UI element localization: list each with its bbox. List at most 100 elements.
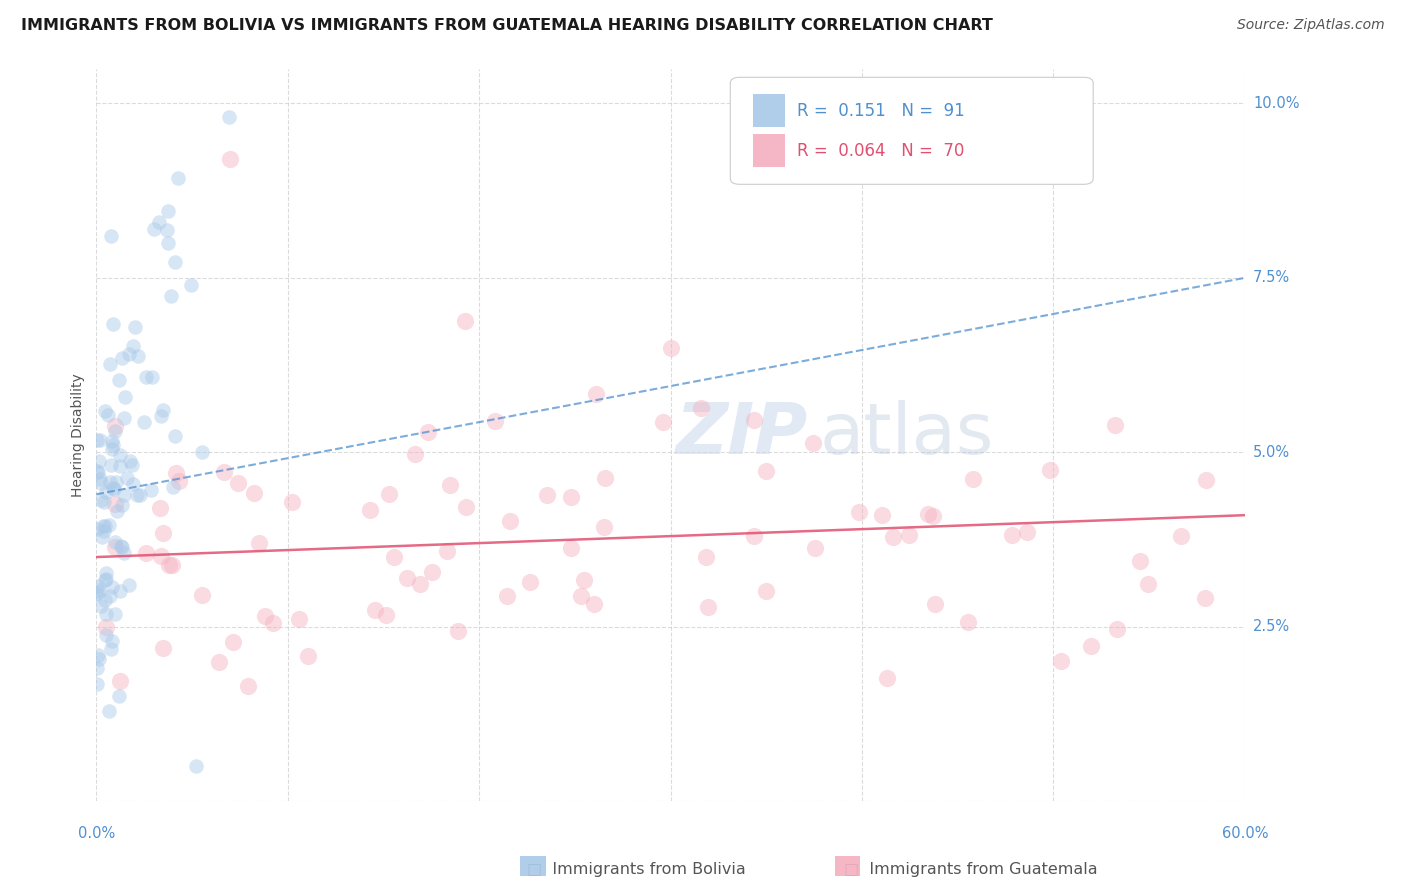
- Point: [101, 633, 124, 648]
- Text: R =  0.064   N =  70: R = 0.064 N = 70: [797, 142, 965, 160]
- Point: [416, 425, 439, 440]
- Point: [420, 565, 443, 579]
- Point: [152, 403, 174, 417]
- Point: [110, 540, 132, 554]
- Text: Source: ZipAtlas.com: Source: ZipAtlas.com: [1237, 18, 1385, 32]
- Point: [103, 481, 125, 495]
- FancyBboxPatch shape: [754, 95, 786, 128]
- Point: [1080, 639, 1102, 653]
- Point: [96, 572, 118, 586]
- Point: [100, 434, 122, 449]
- Point: [755, 583, 778, 598]
- Point: [91, 518, 114, 533]
- Text: □  Immigrants from Guatemala: □ Immigrants from Guatemala: [844, 863, 1097, 877]
- Point: [882, 530, 904, 544]
- Point: [1104, 418, 1126, 433]
- Point: [439, 478, 461, 492]
- Point: [104, 535, 127, 549]
- Point: [652, 415, 675, 429]
- Point: [359, 502, 381, 516]
- Point: [499, 514, 522, 528]
- Point: [108, 459, 131, 474]
- Point: [104, 497, 127, 511]
- Point: [454, 500, 477, 514]
- Point: [105, 475, 128, 489]
- Point: [121, 477, 143, 491]
- Point: [94, 519, 117, 533]
- Text: R =  0.151   N =  91: R = 0.151 N = 91: [797, 102, 965, 120]
- Point: [124, 319, 146, 334]
- Point: [157, 235, 180, 250]
- Point: [219, 153, 242, 167]
- Point: [91, 530, 114, 544]
- Point: [149, 549, 172, 563]
- Point: [93, 574, 115, 588]
- Point: [118, 454, 141, 468]
- Point: [101, 580, 124, 594]
- Point: [1107, 623, 1129, 637]
- Point: [128, 488, 150, 502]
- Point: [90, 599, 112, 613]
- Point: [108, 674, 131, 689]
- Point: [1195, 473, 1218, 487]
- Point: [1049, 654, 1071, 668]
- Text: ZIP: ZIP: [676, 401, 808, 469]
- Point: [921, 509, 943, 524]
- Point: [90, 475, 112, 490]
- Point: [1129, 554, 1152, 568]
- Point: [98, 475, 121, 490]
- Point: [142, 222, 165, 236]
- Point: [363, 603, 385, 617]
- Point: [104, 425, 127, 439]
- Point: [446, 624, 468, 639]
- Point: [108, 690, 131, 704]
- Point: [454, 314, 477, 328]
- Point: [536, 488, 558, 502]
- Point: [93, 524, 115, 538]
- Point: [87, 454, 110, 468]
- Point: [118, 578, 141, 592]
- Point: [87, 579, 110, 593]
- Point: [191, 588, 214, 602]
- Point: [132, 415, 155, 429]
- Point: [659, 341, 682, 355]
- Point: [593, 471, 616, 485]
- Point: [86, 677, 108, 691]
- Point: [110, 448, 132, 462]
- Point: [574, 573, 596, 587]
- Point: [148, 214, 170, 228]
- Point: [297, 648, 319, 663]
- Point: [163, 255, 186, 269]
- Point: [94, 566, 117, 580]
- Point: [101, 317, 124, 331]
- Point: [436, 544, 458, 558]
- Point: [218, 111, 240, 125]
- Point: [695, 549, 717, 564]
- Point: [100, 642, 122, 657]
- Point: [152, 526, 174, 541]
- Point: [94, 620, 117, 634]
- Point: [121, 458, 143, 473]
- Point: [742, 529, 765, 543]
- Point: [114, 390, 136, 404]
- Point: [108, 373, 131, 387]
- Point: [404, 447, 426, 461]
- Point: [141, 370, 163, 384]
- Point: [101, 442, 124, 456]
- Point: [169, 474, 191, 488]
- Point: [157, 204, 180, 219]
- Point: [162, 480, 184, 494]
- Text: □  Immigrants from Bolivia: □ Immigrants from Bolivia: [527, 863, 747, 877]
- Point: [93, 495, 115, 509]
- Point: [86, 522, 108, 536]
- Point: [1000, 528, 1022, 542]
- Point: [696, 599, 718, 614]
- Point: [98, 589, 121, 603]
- Point: [135, 370, 157, 384]
- Point: [1170, 529, 1192, 543]
- Point: [128, 349, 150, 363]
- Point: [89, 433, 111, 447]
- Point: [897, 528, 920, 542]
- Point: [375, 607, 398, 622]
- Text: 5.0%: 5.0%: [1253, 445, 1291, 460]
